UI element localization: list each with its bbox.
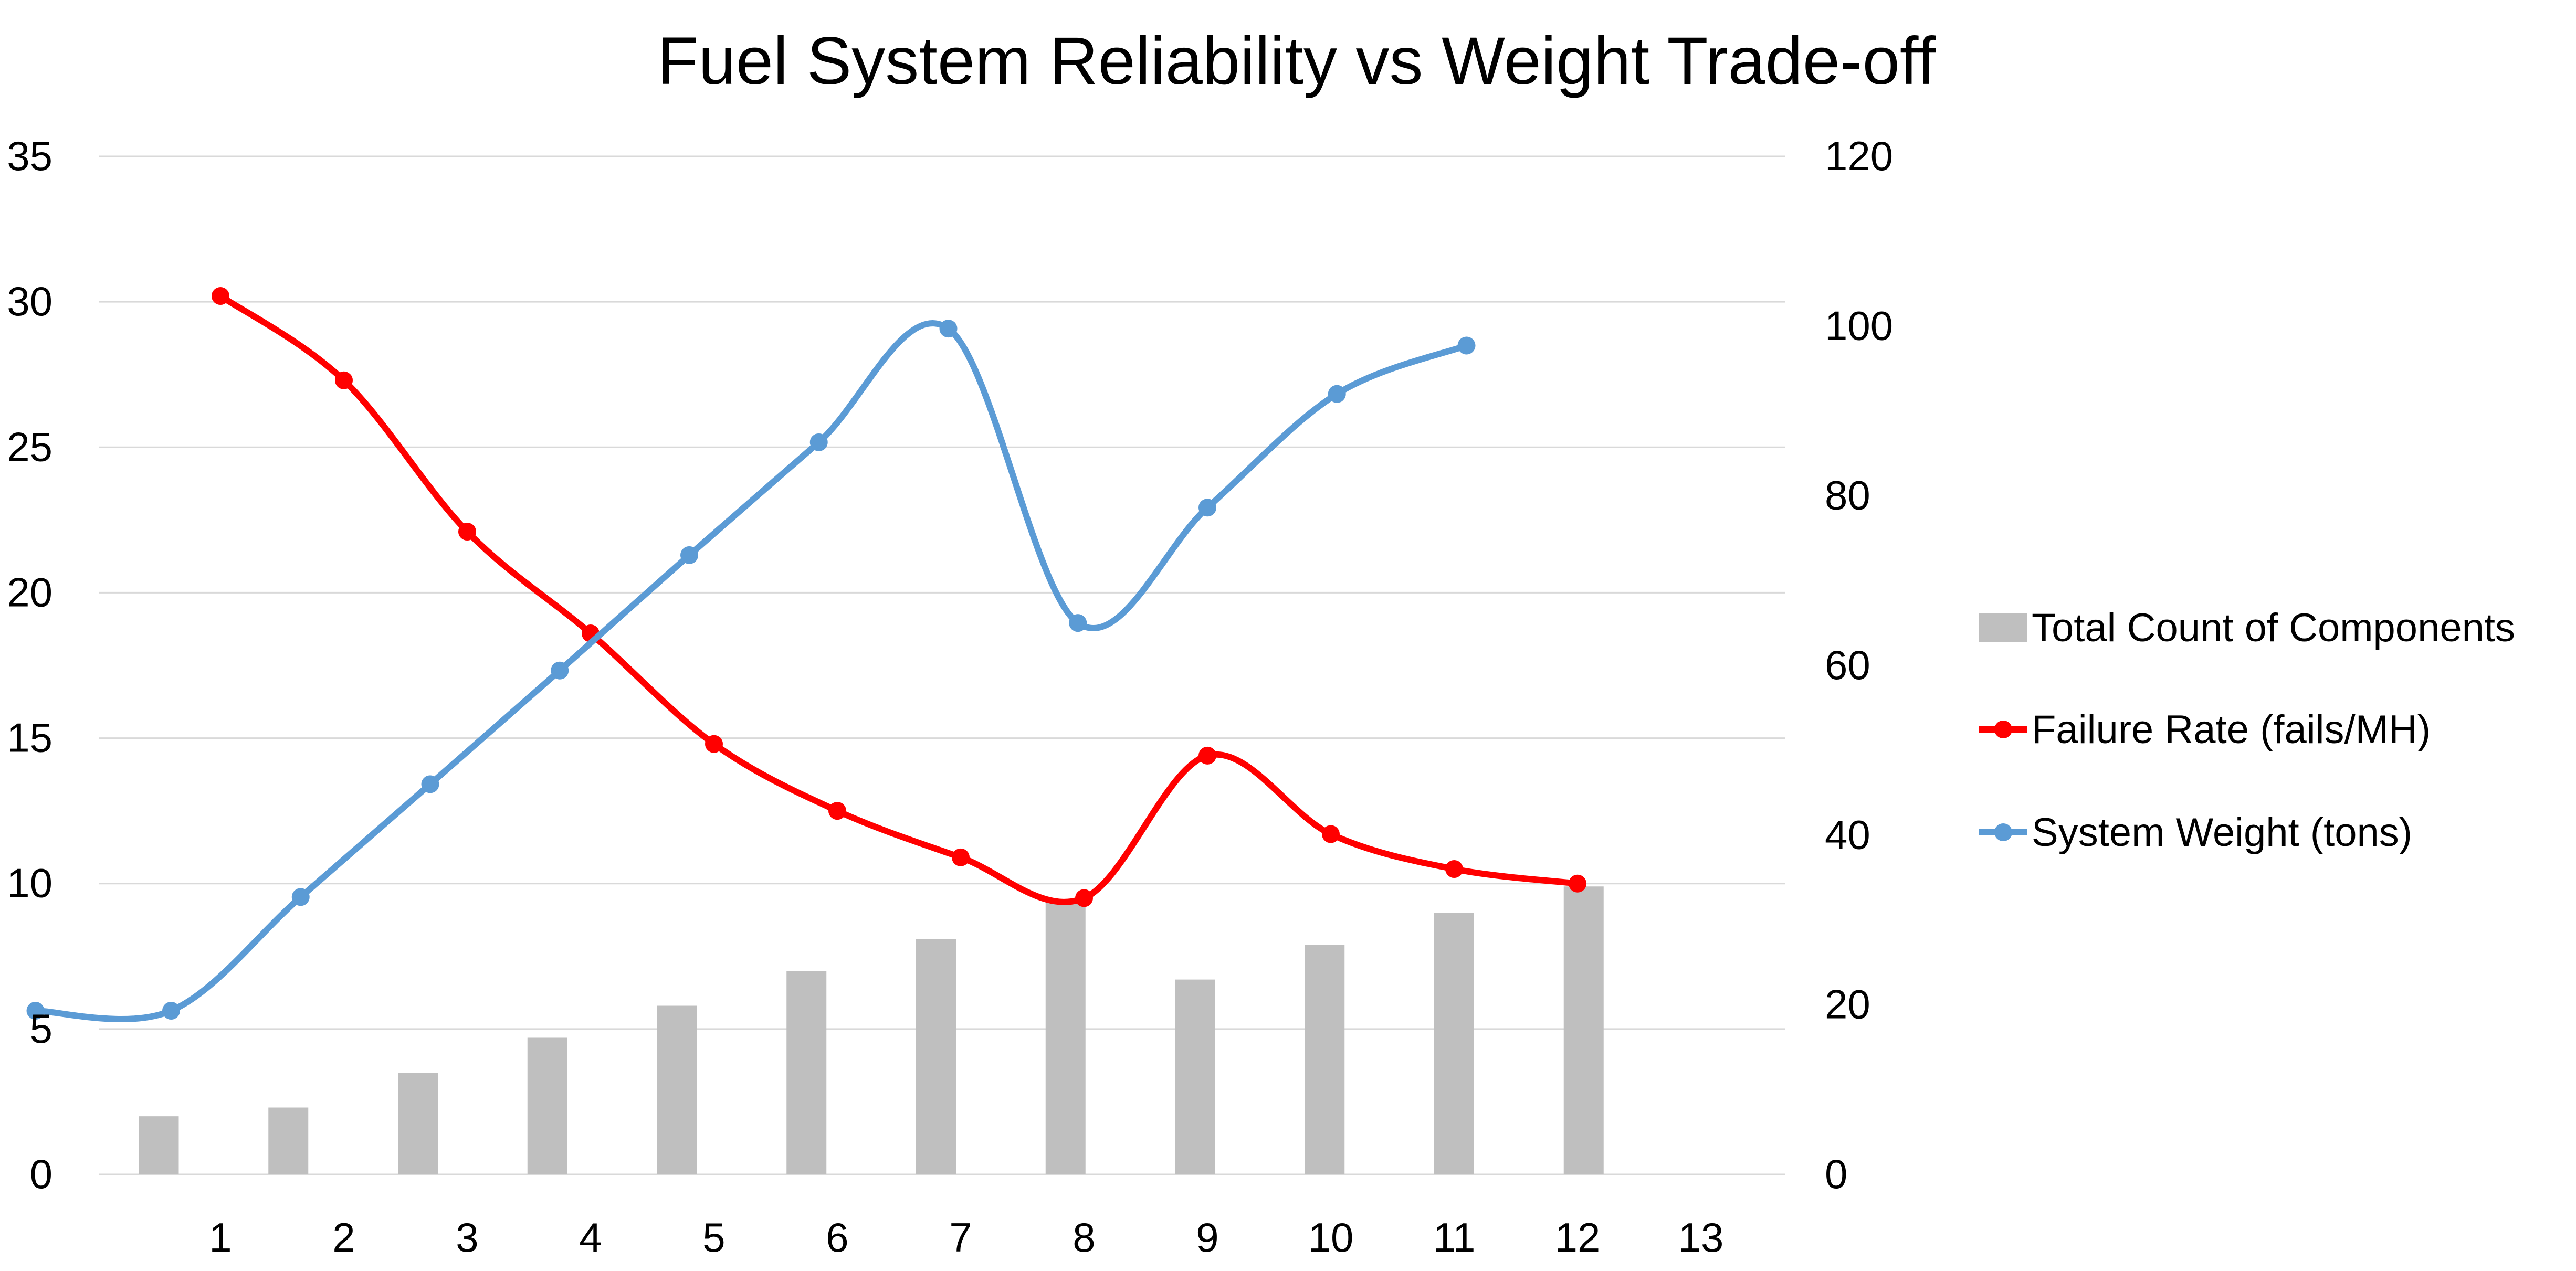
failure-rate-point [828, 802, 846, 820]
x-axis-tick-label: 6 [826, 1214, 848, 1261]
failure-rate-point [1075, 889, 1093, 907]
failure-rate-point [1322, 825, 1340, 843]
x-axis-tick-label: 3 [456, 1214, 478, 1261]
system-weight-point [26, 1001, 45, 1020]
bar [268, 1107, 309, 1174]
legend-item-failure-rate-marker [1994, 721, 2012, 738]
legend-item-failure-rate-label: Failure Rate (fails/MH) [2032, 707, 2431, 752]
bar [786, 971, 827, 1174]
bar [657, 1005, 697, 1174]
right-axis-tick-label: 60 [1825, 642, 1870, 688]
bar [1175, 979, 1215, 1174]
failure-rate-point [705, 735, 723, 753]
bar [1434, 913, 1474, 1174]
failure-rate-point [212, 287, 229, 305]
bar [398, 1073, 438, 1174]
system-weight-point [680, 546, 698, 564]
system-weight-point [421, 775, 439, 793]
bar [916, 939, 956, 1174]
x-axis-tick-label: 9 [1196, 1214, 1218, 1261]
bar [1563, 886, 1604, 1174]
left-axis-tick-label: 0 [30, 1151, 52, 1197]
left-axis-tick-label: 10 [7, 860, 52, 906]
right-axis-tick-label: 40 [1825, 811, 1870, 857]
system-weight-point [1198, 499, 1216, 517]
system-weight-point [1069, 614, 1087, 632]
system-weight-point [1328, 385, 1346, 403]
left-axis-tick-label: 30 [7, 278, 52, 324]
bar [1305, 945, 1345, 1174]
system-weight-point [1457, 336, 1476, 355]
chart-title: Fuel System Reliability vs Weight Trade-… [657, 24, 1936, 99]
x-axis-tick-label: 7 [949, 1214, 972, 1261]
right-axis-tick-label: 80 [1825, 472, 1870, 518]
legend-item-system-weight-marker [1994, 823, 2012, 841]
system-weight-point [162, 1001, 180, 1020]
failure-rate-point [1198, 746, 1216, 765]
legend-item-total-count-swatch [1979, 613, 2027, 642]
line-series [26, 287, 1586, 1022]
legend-item-total-count-label: Total Count of Components [2032, 606, 2515, 650]
x-axis-tick-label: 1 [209, 1214, 232, 1261]
left-axis-tick-label: 35 [7, 133, 52, 179]
right-axis-tick-label: 0 [1825, 1151, 1847, 1197]
failure-rate-line [217, 293, 1581, 905]
system-weight-point [551, 661, 569, 680]
failure-rate-point [1445, 860, 1463, 878]
system-weight-point [939, 320, 958, 338]
failure-rate-point [335, 371, 353, 389]
x-axis-tick-label: 12 [1555, 1214, 1601, 1261]
x-axis-tick-label: 10 [1308, 1214, 1354, 1261]
left-axis-tick-label: 5 [30, 1005, 52, 1052]
bar [527, 1037, 567, 1174]
right-axis-tick-label: 120 [1825, 133, 1893, 179]
system-weight-point [291, 888, 310, 906]
bar [139, 1116, 179, 1174]
left-axis-tick-label: 15 [7, 715, 52, 761]
right-axis-tick-label: 100 [1825, 302, 1893, 348]
failure-rate-point [458, 523, 476, 541]
bar [1045, 901, 1086, 1174]
x-axis-tick-label: 2 [332, 1214, 355, 1261]
x-axis-tick-label: 8 [1073, 1214, 1095, 1261]
x-axis-tick-label: 11 [1433, 1214, 1476, 1261]
left-axis-tick-label: 20 [7, 569, 52, 615]
right-axis-tick-label: 20 [1825, 981, 1870, 1028]
system-weight-point [809, 433, 828, 451]
failure-rate-point [1569, 874, 1586, 893]
gridlines [99, 155, 1785, 1175]
left-axis-tick-label: 25 [7, 423, 52, 470]
legend-item-system-weight-label: System Weight (tons) [2032, 810, 2412, 855]
x-axis-tick-label: 5 [702, 1214, 725, 1261]
failure-rate-point [952, 848, 970, 866]
bar-series [139, 886, 1604, 1174]
system-weight-line [32, 320, 1470, 1022]
x-axis-tick-label: 13 [1678, 1214, 1724, 1261]
legend: Total Count of Components Failure Rate (f… [1979, 606, 2515, 855]
x-axis-tick-label: 4 [579, 1214, 602, 1261]
